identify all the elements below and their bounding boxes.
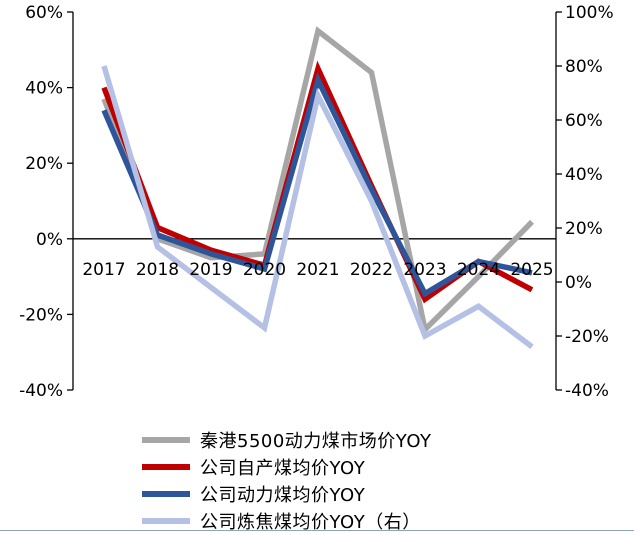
legend-swatch	[142, 463, 190, 470]
series-line-3	[101, 65, 534, 349]
legend-label: 公司自产煤均价YOY	[200, 457, 366, 479]
legend-item-self-produced-coal: 公司自产煤均价YOY	[142, 453, 432, 480]
left-axis-tick-label: 60%	[25, 3, 63, 23]
legend-label: 公司动力煤均价YOY	[200, 484, 366, 506]
series-line-2	[101, 72, 533, 298]
left-axis-tick-label: -40%	[19, 381, 63, 401]
right-axis-tick-label: 60%	[565, 111, 603, 131]
chart-axes: 60% 40% 20% 0% -20% -40% 100% 80% 60% 40% 20% 0% -20…	[19, 3, 614, 401]
x-axis-category-label: 2022	[350, 260, 393, 280]
series-line-0	[101, 26, 534, 336]
line-chart: 60% 40% 20% 0% -20% -40% 100% 80% 60% 40% 20% 0% -20…	[19, 3, 614, 401]
right-axis-tick-label: 40%	[565, 165, 603, 185]
right-axis-tick-label: 20%	[565, 219, 603, 239]
left-axis-tick-label: 0%	[36, 230, 63, 250]
x-axis-category-label: 2021	[296, 260, 339, 280]
right-axis-tick-label: 0%	[565, 273, 592, 293]
legend-swatch	[142, 436, 190, 443]
chart-legend: 秦港5500动力煤市场价YOY 公司自产煤均价YOY 公司动力煤均价YOY 公司…	[142, 426, 432, 534]
legend-swatch	[142, 490, 190, 497]
x-axis-category-label: 2025	[510, 260, 553, 280]
right-axis-tick-label: 100%	[565, 3, 614, 23]
divider-line	[0, 530, 634, 531]
legend-label: 公司炼焦煤均价YOY（右）	[200, 511, 421, 533]
x-axis-labels: 2017 2018 2019 2020 2021 2022 2023 2024 2025	[82, 260, 553, 280]
right-axis-tick-label: -20%	[565, 327, 609, 347]
x-axis-category-label: 2019	[189, 260, 232, 280]
left-axis-tick-label: 40%	[25, 79, 63, 99]
left-axis-tick-label: -20%	[19, 305, 63, 325]
x-axis-category-label: 2023	[403, 260, 446, 280]
legend-swatch	[142, 517, 190, 524]
x-axis-category-label: 2017	[82, 260, 125, 280]
legend-item-coking-coal: 公司炼焦煤均价YOY（右）	[142, 507, 432, 534]
legend-item-qinhuangdao-price: 秦港5500动力煤市场价YOY	[142, 426, 432, 453]
x-axis-category-label: 2020	[243, 260, 286, 280]
chart-series	[101, 26, 534, 349]
legend-item-thermal-coal: 公司动力煤均价YOY	[142, 480, 432, 507]
right-axis-tick-label: 80%	[565, 57, 603, 77]
left-axis-tick-label: 20%	[25, 154, 63, 174]
x-axis-category-label: 2024	[457, 260, 500, 280]
right-axis-tick-label: -40%	[565, 381, 609, 401]
legend-label: 秦港5500动力煤市场价YOY	[200, 430, 432, 452]
x-axis-category-label: 2018	[136, 260, 179, 280]
